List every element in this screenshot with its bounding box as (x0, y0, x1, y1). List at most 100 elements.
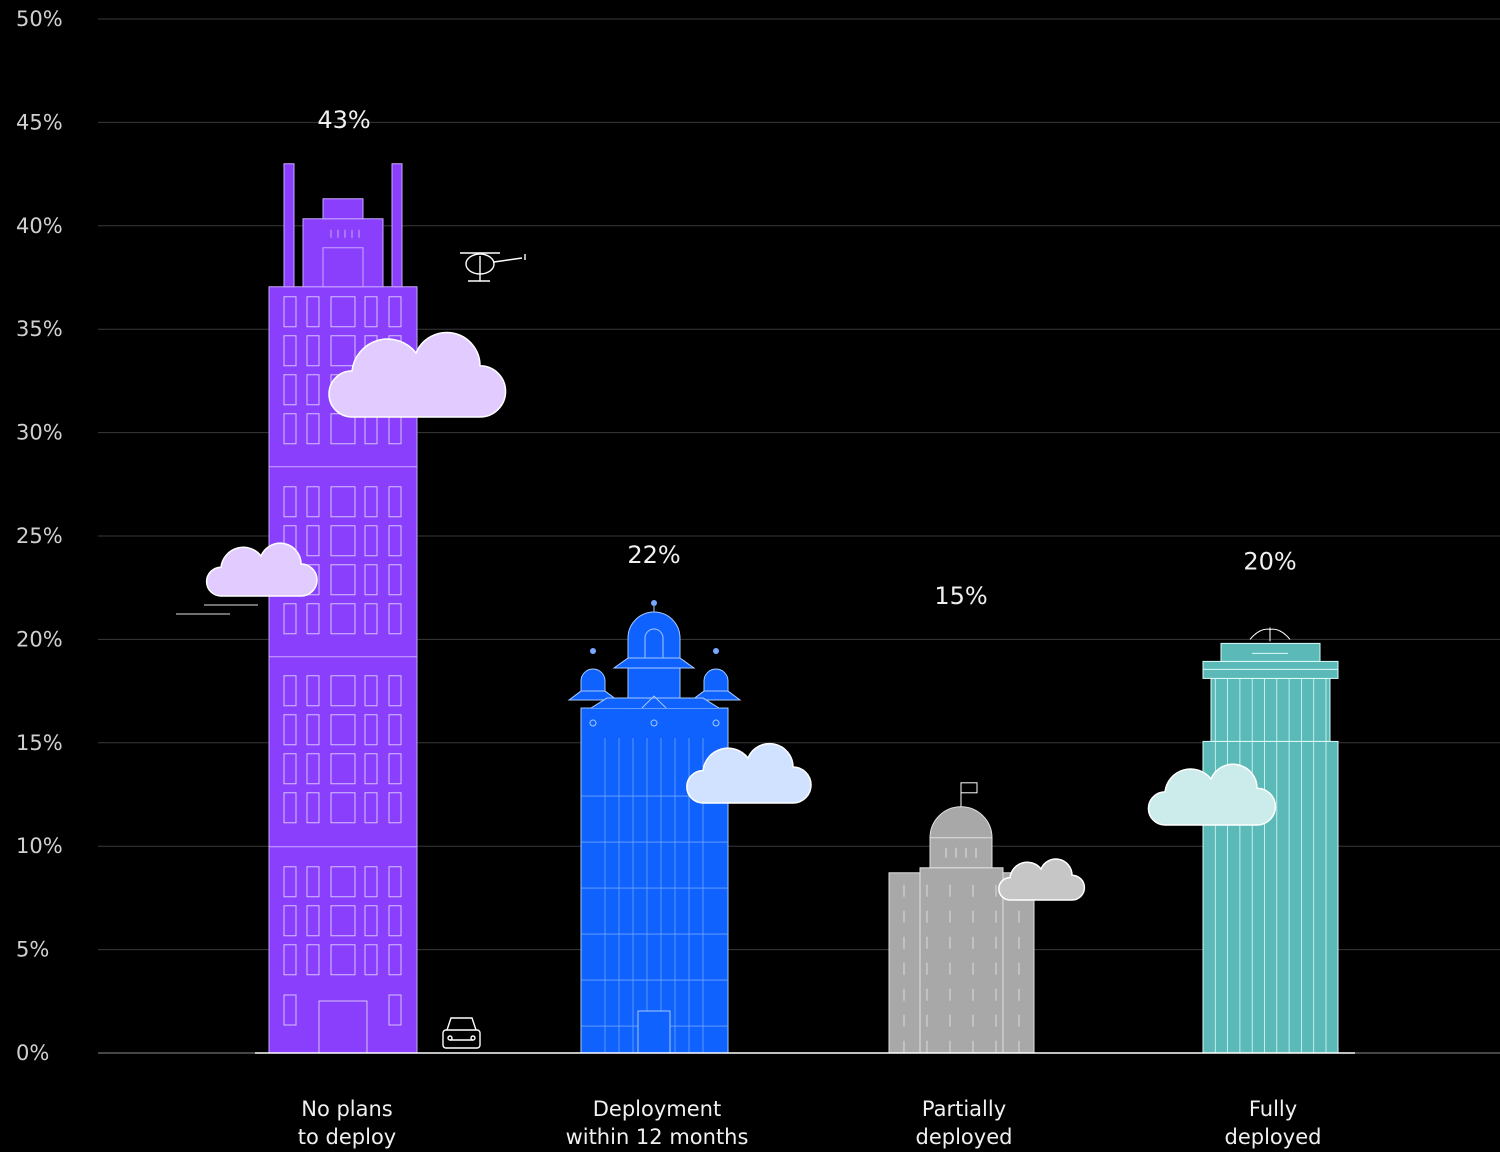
window (306, 944, 320, 976)
window (306, 714, 320, 746)
window (364, 296, 378, 328)
window (364, 866, 378, 898)
window (388, 753, 402, 785)
x-tick-label: Partially (922, 1097, 1006, 1121)
x-tick-label: Deployment (593, 1097, 721, 1121)
cloud-icon (328, 331, 507, 418)
y-tick-label: 0% (16, 1041, 49, 1065)
window (330, 944, 356, 976)
crown (1220, 642, 1321, 662)
window (388, 525, 402, 557)
window (388, 296, 402, 328)
bar-deployment-12-months (567, 600, 742, 1054)
window (283, 603, 297, 635)
car-icon (442, 1017, 481, 1049)
window (330, 792, 356, 824)
window (306, 335, 320, 367)
window (283, 866, 297, 898)
window (364, 564, 378, 596)
gable (641, 695, 667, 709)
y-tick-label: 45% (16, 110, 63, 134)
window (306, 486, 320, 518)
window (330, 296, 356, 328)
data-label: 15% (934, 582, 987, 610)
crown-door (322, 247, 364, 288)
y-axis: 0% 5% 10% 15% 20% 25% 30% 35% 40% 45% 50% (16, 7, 63, 1065)
side-ledge (690, 690, 742, 701)
window (306, 603, 320, 635)
window (330, 905, 356, 937)
window (283, 413, 297, 445)
y-tick-label: 30% (16, 421, 63, 445)
decorations (176, 252, 1355, 1054)
cloud-icon (686, 742, 812, 804)
side-dome (580, 668, 606, 692)
cloud-icon (998, 858, 1086, 901)
roof (590, 697, 720, 709)
value-labels: 43% 22% 15% 20% (317, 106, 1296, 610)
x-tick-label: to deploy (298, 1125, 396, 1149)
bars (268, 163, 1339, 1054)
window (388, 714, 402, 746)
window (330, 866, 356, 898)
window (364, 905, 378, 937)
x-tick-label: No plans (301, 1097, 393, 1121)
data-label: 20% (1243, 547, 1296, 575)
finial (651, 600, 657, 607)
window (283, 944, 297, 976)
window (330, 564, 356, 596)
window (283, 374, 297, 406)
door (637, 1010, 671, 1054)
window (330, 753, 356, 785)
x-tick-label: Fully (1249, 1097, 1297, 1121)
window (306, 905, 320, 937)
window (283, 753, 297, 785)
window (388, 564, 402, 596)
window (283, 335, 297, 367)
dome-window (644, 628, 664, 659)
x-tick-label: deployed (916, 1125, 1013, 1149)
antenna-left (283, 163, 295, 288)
window (306, 374, 320, 406)
x-tick-label: deployed (1225, 1125, 1322, 1149)
x-axis: No plans to deploy Deployment within 12 mon… (298, 1097, 1322, 1149)
window (388, 994, 402, 1026)
window (388, 486, 402, 518)
window (306, 413, 320, 445)
cloud-icon (1147, 763, 1277, 826)
window (330, 603, 356, 635)
dome-ledge (612, 657, 696, 669)
bar-partially-deployed (888, 782, 1035, 1054)
window (364, 603, 378, 635)
data-label: 22% (627, 541, 680, 569)
window (283, 994, 297, 1026)
y-tick-label: 20% (16, 627, 63, 651)
window (283, 296, 297, 328)
window (306, 675, 320, 707)
flag-icon (960, 782, 978, 794)
window (306, 525, 320, 557)
y-tick-label: 40% (16, 214, 63, 238)
window (306, 792, 320, 824)
window (330, 525, 356, 557)
window (388, 866, 402, 898)
antenna-right (391, 163, 403, 288)
window (306, 296, 320, 328)
helicopter-icon (460, 252, 526, 282)
ornament (589, 719, 597, 727)
bar-fully-deployed (1202, 627, 1339, 1054)
center-block (919, 867, 1004, 1054)
window (283, 792, 297, 824)
window (330, 714, 356, 746)
window (330, 335, 356, 367)
window (364, 753, 378, 785)
window (330, 486, 356, 518)
side-ledge (567, 690, 619, 701)
window (283, 714, 297, 746)
x-tick-label: within 12 months (566, 1125, 749, 1149)
data-label: 43% (317, 106, 370, 134)
window (283, 675, 297, 707)
window (306, 866, 320, 898)
window (364, 675, 378, 707)
